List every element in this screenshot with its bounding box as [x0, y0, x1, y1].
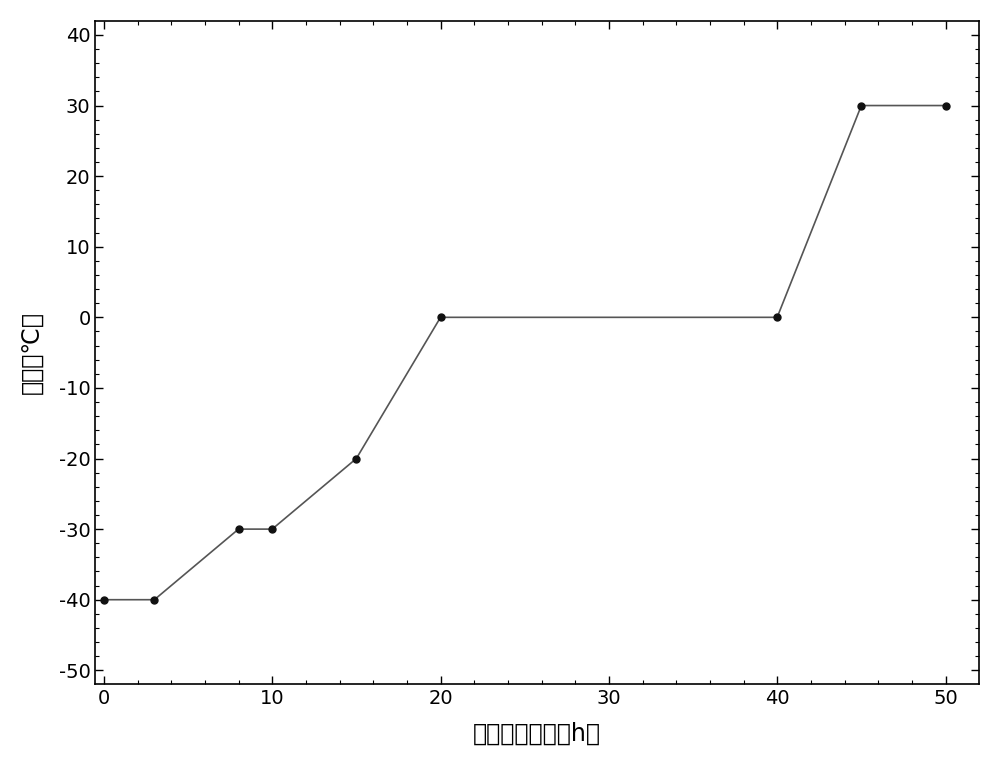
Y-axis label: 温度（℃）: 温度（℃）: [21, 311, 45, 394]
X-axis label: 冷冻干燥时间（h）: 冷冻干燥时间（h）: [473, 723, 601, 746]
